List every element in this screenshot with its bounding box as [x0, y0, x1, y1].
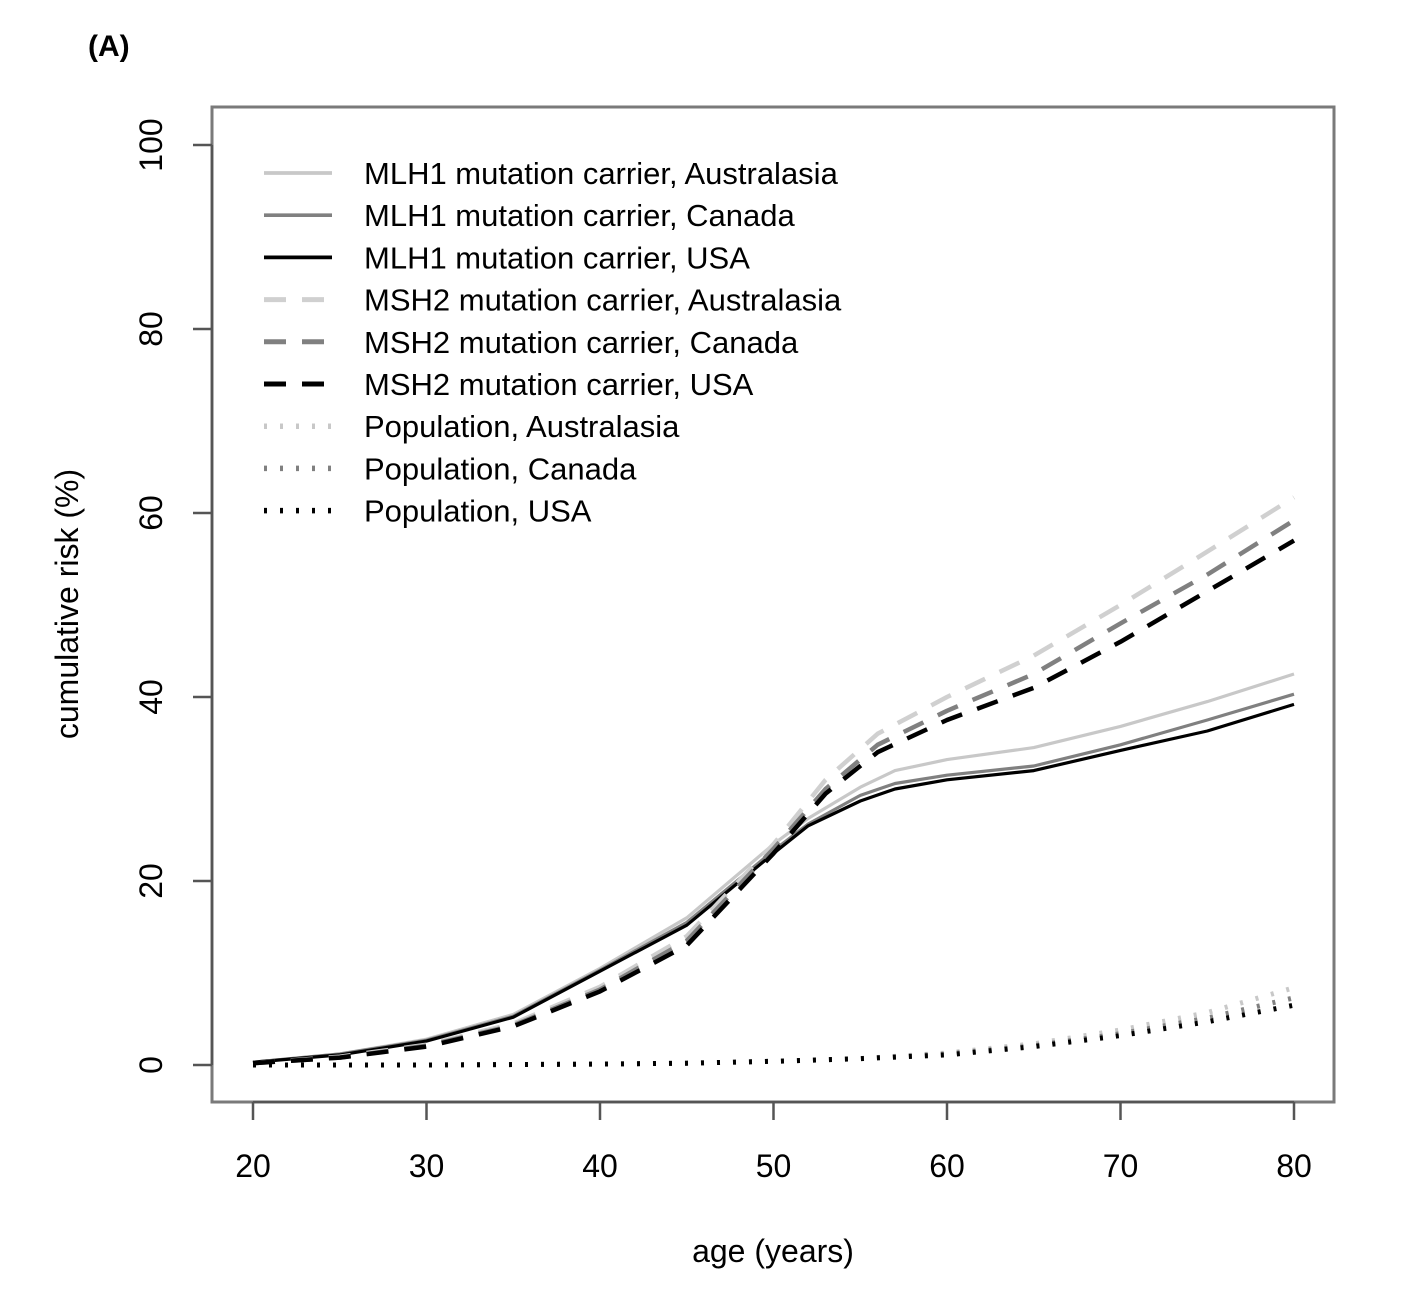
panel-label: (A)	[88, 30, 130, 63]
legend-label: MSH2 mutation carrier, USA	[364, 367, 754, 402]
x-tick-label: 70	[1103, 1148, 1139, 1184]
x-tick-label: 60	[929, 1148, 965, 1184]
legend-label: Population, Canada	[364, 451, 637, 486]
legend-label: MLH1 mutation carrier, Canada	[364, 198, 796, 233]
y-tick-label: 40	[133, 679, 169, 715]
y-tick-label: 100	[133, 118, 169, 171]
series-line-msh2-mutation-carrier-australasia	[252, 495, 1296, 1066]
legend-label: MLH1 mutation carrier, USA	[364, 240, 750, 275]
legend-label: MLH1 mutation carrier, Australasia	[364, 156, 839, 191]
y-tick-label: 20	[133, 863, 169, 899]
series-line-population-australasia	[253, 985, 1295, 1068]
series-line-mlh1-mutation-carrier-canada	[252, 692, 1295, 1064]
series-layer	[252, 495, 1296, 1068]
x-axis-title: age (years)	[692, 1233, 854, 1269]
x-axis: 20 30 40 50 60 70 80	[235, 1100, 1312, 1184]
x-tick-label: 80	[1276, 1148, 1312, 1184]
legend-label: Population, Australasia	[364, 409, 680, 444]
x-tick-label: 30	[409, 1148, 445, 1184]
x-tick-label: 20	[235, 1148, 271, 1184]
legend-label: MSH2 mutation carrier, Australasia	[364, 283, 842, 318]
y-axis-title: cumulative risk (%)	[49, 469, 85, 739]
y-tick-label: 80	[133, 311, 169, 347]
x-tick-label: 40	[582, 1148, 618, 1184]
legend-label: MSH2 mutation carrier, Canada	[364, 325, 799, 360]
series-line-population-canada	[253, 995, 1295, 1068]
series-line-msh2-mutation-carrier-canada	[252, 518, 1296, 1066]
x-tick-label: 50	[756, 1148, 792, 1184]
legend-label: Population, USA	[364, 494, 592, 529]
series-line-population-usa	[253, 1002, 1295, 1068]
series-line-mlh1-mutation-carrier-usa	[252, 702, 1295, 1064]
legend: MLH1 mutation carrier, Australasia MLH1 m…	[264, 156, 842, 529]
y-tick-label: 60	[133, 495, 169, 531]
y-axis: 0 20 40 60 80 100	[133, 118, 214, 1074]
series-line-mlh1-mutation-carrier-australasia	[252, 672, 1295, 1064]
y-tick-label: 0	[133, 1056, 169, 1074]
series-line-msh2-mutation-carrier-usa	[252, 538, 1296, 1066]
